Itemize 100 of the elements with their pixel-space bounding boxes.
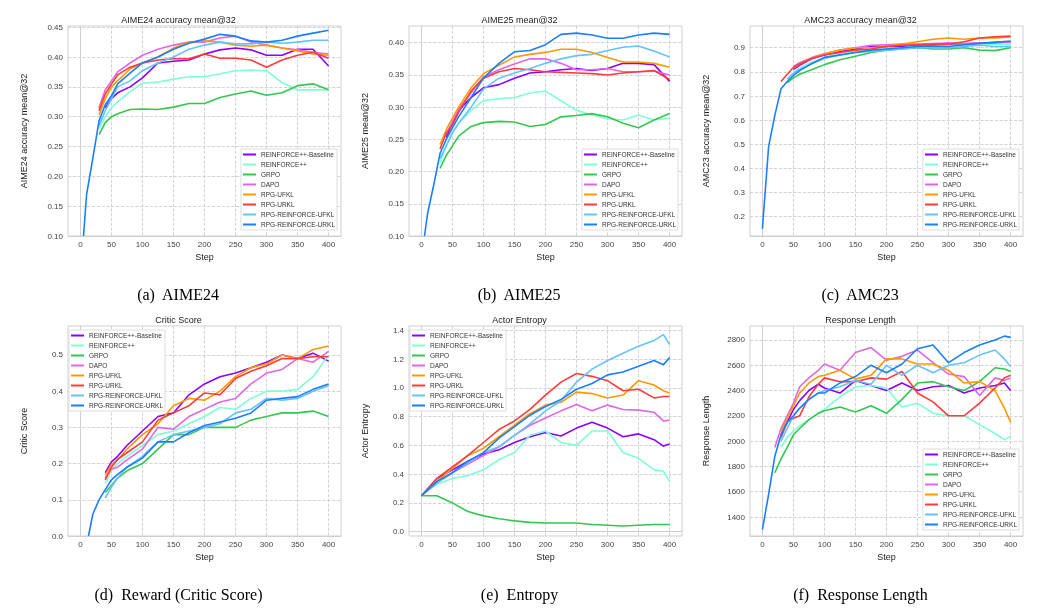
x-tick-label: 150: [848, 239, 863, 249]
y-tick-label: 0.4: [733, 163, 746, 173]
x-tick-label: 350: [290, 239, 305, 249]
y-tick-label: 0.2: [733, 212, 746, 222]
x-tick-label: 350: [290, 539, 305, 549]
y-tick-label: 0.0: [51, 531, 64, 541]
x-tick-label: 150: [166, 239, 181, 249]
text: (b) AIME25: [477, 285, 561, 304]
y-tick-label: 2400: [727, 386, 746, 396]
y-tick-label: 0.35: [47, 82, 64, 92]
x-tick-label: 250: [228, 239, 243, 249]
x-tick-label: 400: [321, 239, 336, 249]
y-tick-label: 1600: [727, 487, 746, 497]
x-tick-label: 300: [600, 539, 615, 549]
line-series: [87, 383, 330, 537]
y-tick-label: 0.5: [733, 139, 746, 149]
y-tick-label: 0.10: [388, 231, 405, 241]
x-tick-label: 300: [259, 239, 274, 249]
x-tick-label: 200: [538, 539, 553, 549]
x-tick-label: 0: [419, 239, 425, 249]
x-tick-label: 100: [135, 539, 150, 549]
x-tick-label: 300: [941, 539, 956, 549]
x-tick-label: 150: [507, 239, 522, 249]
x-tick-label: 150: [166, 539, 181, 549]
text: (c) AMC23: [821, 285, 899, 304]
y-axis-title: AIME25 mean@32: [359, 92, 370, 170]
chart-title: AMC23 accuracy mean@32: [804, 14, 917, 25]
x-tick-label: 50: [106, 239, 117, 249]
y-tick-label: 0.30: [388, 102, 405, 112]
y-tick-label: 0.25: [388, 134, 405, 144]
y-tick-label: 0.25: [47, 142, 64, 152]
y-tick-label: 1.2: [392, 354, 405, 364]
x-tick-label: 50: [447, 539, 458, 549]
text: (d) Reward (Critic Score): [94, 585, 263, 604]
x-tick-label: 400: [321, 539, 336, 549]
y-tick-label: 0.3: [51, 422, 64, 432]
y-tick-label: 1.0: [392, 383, 405, 393]
text: (a) AIME24: [137, 285, 219, 304]
x-tick-label: 0: [760, 539, 766, 549]
y-tick-label: 1400: [727, 512, 746, 522]
y-tick-label: 0.6: [392, 440, 405, 450]
y-tick-label: 0.9: [733, 43, 746, 53]
x-tick-label: 100: [135, 239, 150, 249]
y-tick-label: 0.15: [47, 201, 64, 211]
line-series: [780, 35, 1012, 83]
y-tick-label: 0.10: [47, 231, 64, 241]
chart-title: Actor Entropy: [492, 314, 548, 325]
y-tick-label: 0.40: [47, 52, 64, 62]
line-series: [780, 358, 1012, 432]
x-tick-label: 300: [600, 239, 615, 249]
y-axis-title: Critic Score: [18, 407, 29, 455]
line-series: [98, 69, 330, 130]
y-tick-label: 0.45: [47, 22, 64, 32]
chart-title: Critic Score: [155, 314, 202, 325]
text: (e) Entropy: [480, 585, 559, 604]
x-tick-label: 0: [78, 539, 84, 549]
y-axis-title: Response Length: [700, 395, 711, 467]
y-tick-label: 2800: [727, 335, 746, 345]
x-tick-label: 300: [941, 239, 956, 249]
y-tick-label: 0.35: [388, 70, 405, 80]
y-tick-label: 0.6: [733, 115, 746, 125]
x-tick-label: 100: [817, 539, 832, 549]
y-tick-label: 0.20: [47, 171, 64, 181]
chart-title: AIME25 mean@32: [481, 14, 558, 25]
x-tick-label: 150: [848, 539, 863, 549]
chart-title: Response Length: [825, 314, 896, 325]
y-tick-label: 0.2: [51, 459, 64, 469]
x-axis-title: Step: [877, 252, 896, 263]
x-tick-label: 350: [631, 539, 646, 549]
y-tick-label: 0.0: [392, 527, 405, 537]
x-tick-label: 100: [817, 239, 832, 249]
y-tick-label: 0.7: [733, 91, 746, 101]
x-tick-label: 50: [106, 539, 117, 549]
x-tick-label: 150: [507, 539, 522, 549]
x-tick-label: 200: [197, 239, 212, 249]
x-tick-label: 50: [788, 539, 799, 549]
x-tick-label: 350: [972, 239, 987, 249]
x-tick-label: 250: [569, 239, 584, 249]
x-tick-label: 350: [631, 239, 646, 249]
y-tick-label: 0.2: [392, 498, 405, 508]
x-tick-label: 200: [879, 539, 894, 549]
x-tick-label: 400: [662, 539, 677, 549]
line-series: [439, 67, 671, 150]
y-tick-label: 2600: [727, 360, 746, 370]
x-tick-label: 200: [879, 239, 894, 249]
y-tick-label: 2000: [727, 436, 746, 446]
x-tick-label: 250: [910, 239, 925, 249]
y-tick-label: 1.4: [392, 325, 405, 335]
line-series: [98, 83, 330, 136]
x-tick-label: 200: [197, 539, 212, 549]
x-axis-title: Step: [195, 252, 214, 263]
x-axis-title: Step: [877, 552, 896, 563]
y-tick-label: 0.4: [51, 386, 64, 396]
x-tick-label: 400: [1003, 539, 1018, 549]
x-tick-label: 100: [476, 539, 491, 549]
x-tick-label: 50: [788, 239, 799, 249]
y-tick-label: 0.8: [733, 67, 746, 77]
x-tick-label: 50: [447, 239, 458, 249]
y-tick-label: 0.8: [392, 412, 405, 422]
y-tick-label: 0.15: [388, 199, 405, 209]
